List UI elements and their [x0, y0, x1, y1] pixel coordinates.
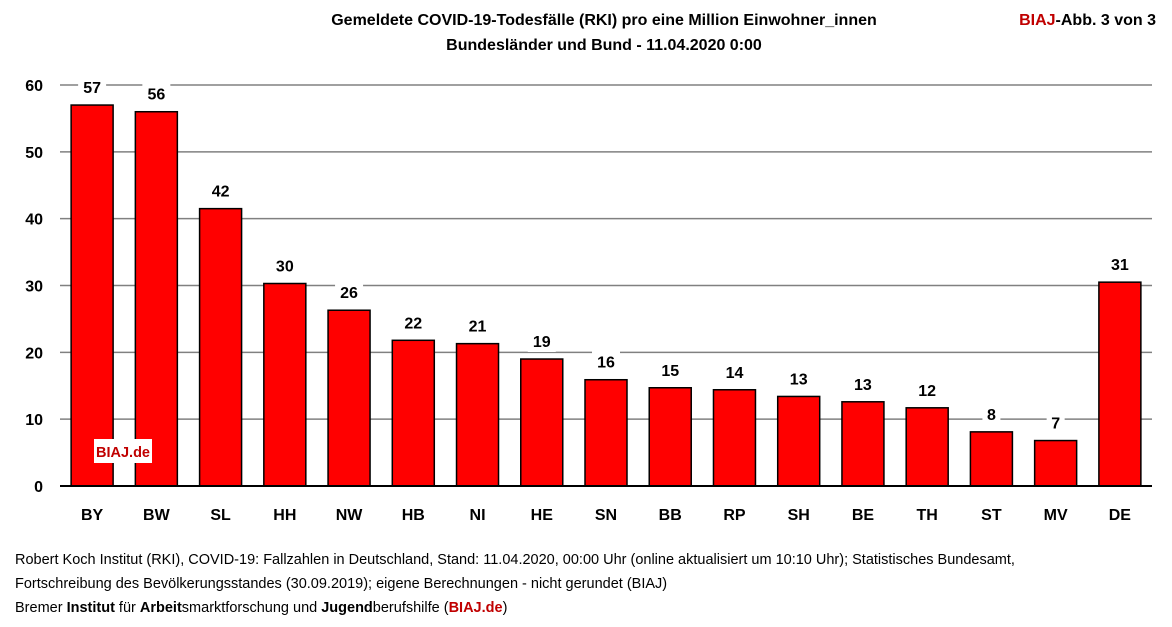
bar [455, 342, 500, 487]
bar-chart: 0 10 20 30 40 50 60 57 BY 56 BW 42 SL 30 HH 26 NW 22 HB 21 N… [25, 76, 1152, 524]
bar [648, 387, 692, 487]
bar [776, 395, 821, 487]
bar [134, 110, 179, 487]
bar [198, 207, 243, 487]
x-tick-label: HE [531, 507, 554, 524]
figure-number-text: -Abb. 3 von 3 [1055, 12, 1156, 29]
data-label: 15 [661, 363, 679, 380]
x-tick-label: BE [852, 507, 875, 524]
bar [70, 104, 114, 487]
data-label: 56 [147, 87, 165, 104]
data-label: 8 [987, 407, 996, 424]
y-tick-label: 0 [34, 479, 43, 496]
chart-title: Gemeldete COVID-19-Todesfälle (RKI) pro … [331, 12, 877, 29]
y-tick-label: 10 [25, 412, 43, 429]
x-tick-label: HB [402, 507, 425, 524]
data-label-background [1046, 411, 1065, 434]
data-label: 14 [726, 365, 744, 382]
publisher-part-bold: Institut [66, 600, 115, 616]
watermark: BIAJ.de [96, 445, 150, 461]
x-tick-label: BB [659, 507, 682, 524]
y-tick-label: 60 [25, 78, 43, 95]
x-tick-label: SN [595, 507, 617, 524]
bar [327, 309, 371, 487]
publisher-part: berufshilfe ( [372, 600, 449, 616]
data-label: 16 [597, 355, 615, 372]
y-tick-label: 30 [25, 279, 43, 296]
bar [969, 431, 1014, 487]
bar [391, 339, 436, 487]
x-tick-label: ST [981, 507, 1002, 524]
data-label-background [784, 367, 813, 390]
bar [712, 389, 757, 487]
figure-number: BIAJ-Abb. 3 von 3 [1019, 10, 1156, 32]
x-tick-label: DE [1109, 507, 1132, 524]
data-label-background [592, 350, 620, 373]
data-label-background [399, 311, 428, 334]
bar [584, 378, 628, 487]
data-label-background [720, 360, 749, 383]
y-tick-label: 20 [25, 345, 43, 362]
publisher-part: Bremer [15, 600, 67, 616]
publisher-part-bold: Arbeit [139, 600, 182, 616]
publisher-part: für [114, 600, 140, 616]
data-label: 13 [854, 377, 872, 394]
x-tick-label: SH [788, 507, 810, 524]
publisher-line: Bremer Institut für Arbeitsmarktforschun… [15, 598, 507, 618]
x-tick-label: NI [470, 507, 486, 524]
data-label-background [656, 358, 685, 381]
source-note-line-1: Robert Koch Institut (RKI), COVID-19: Fa… [15, 552, 1015, 568]
source-note-line-2: Fortschreibung des Bevölkerungsstandes (… [15, 576, 668, 592]
chart-subtitle: Bundesländer und Bund - 11.04.2020 0:00 [446, 37, 762, 54]
publisher-part: smarktforschung und [181, 600, 322, 616]
data-label-background [848, 372, 877, 395]
data-label: 57 [83, 80, 101, 97]
data-label: 12 [918, 383, 936, 400]
data-label: 26 [340, 285, 358, 302]
x-tick-label: BY [81, 507, 104, 524]
bar [1098, 281, 1142, 487]
data-label-background [463, 314, 492, 337]
data-label-background [982, 402, 1001, 425]
data-label-background [142, 82, 171, 105]
data-label-background [1105, 253, 1134, 276]
data-label: 21 [469, 319, 487, 336]
data-label-background [78, 76, 107, 99]
data-label-background [270, 254, 299, 277]
figure-number-brand: BIAJ [1019, 12, 1056, 29]
data-label-background [527, 330, 556, 353]
data-label-background [913, 378, 942, 401]
x-tick-label: NW [336, 507, 364, 524]
y-tick-label: 50 [25, 145, 43, 162]
data-label: 30 [276, 258, 294, 275]
x-tick-label: SL [210, 507, 231, 524]
data-label-background [335, 281, 364, 304]
data-label: 13 [790, 371, 808, 388]
data-label: 42 [212, 184, 230, 201]
x-tick-label: BW [143, 507, 171, 524]
data-label: 31 [1111, 257, 1129, 274]
y-tick-label: 40 [25, 212, 43, 229]
publisher-part: ) [502, 600, 508, 616]
x-tick-label: HH [273, 507, 296, 524]
bar [1033, 439, 1078, 487]
data-label: 19 [533, 334, 551, 351]
x-tick-label: RP [723, 507, 746, 524]
data-label: 7 [1051, 416, 1060, 433]
x-tick-label: MV [1044, 507, 1068, 524]
data-label: 22 [404, 315, 422, 332]
publisher-link[interactable]: BIAJ.de [448, 600, 503, 616]
bar [905, 407, 949, 487]
watermark-background [94, 439, 152, 463]
publisher-part-bold: Jugend [321, 600, 373, 616]
bar [263, 282, 307, 487]
data-label-background [206, 179, 235, 202]
bar [841, 401, 885, 487]
x-tick-label: TH [917, 507, 938, 524]
bar [520, 358, 564, 487]
